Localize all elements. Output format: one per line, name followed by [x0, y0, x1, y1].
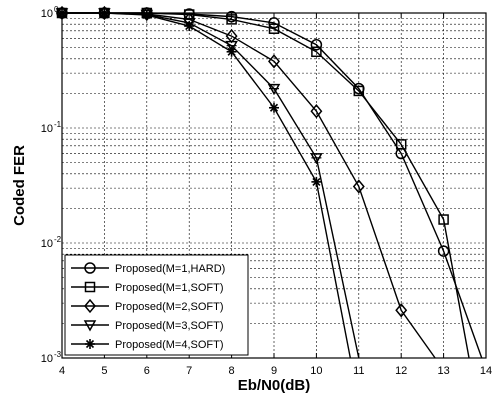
data-point [395, 139, 407, 150]
data-point [437, 245, 450, 257]
legend-entry: Proposed(M=1,SOFT) [71, 281, 224, 294]
data-point [353, 85, 365, 97]
legend-entry: Proposed(M=2,SOFT) [71, 298, 224, 314]
x-tick-label: 14 [480, 365, 492, 377]
x-tick-label: 12 [395, 365, 407, 377]
x-tick-label: 7 [186, 365, 192, 377]
legend-marker-stroke [85, 339, 95, 349]
y-tick-label: 10 [41, 238, 53, 250]
legend-entry: Proposed(M=3,SOFT) [71, 320, 224, 332]
y-tick-exponent: -3 [54, 350, 62, 359]
data-point [184, 21, 195, 32]
x-tick-label: 5 [101, 365, 107, 377]
x-tick-label: 8 [229, 365, 235, 377]
data-point [310, 104, 323, 119]
y-tick-label: 10 [41, 353, 53, 365]
data-point [311, 46, 322, 58]
data-point [57, 8, 67, 18]
legend-label: Proposed(M=3,SOFT) [115, 320, 224, 332]
legend-marker [84, 281, 96, 293]
legend-label: Proposed(M=4,SOFT) [115, 339, 224, 351]
data-point [352, 179, 365, 194]
data-point [268, 54, 280, 69]
data-point-stroke [269, 103, 279, 112]
legend-label: Proposed(M=2,SOFT) [115, 301, 224, 313]
legend-label: Proposed(M=1,SOFT) [115, 282, 224, 294]
x-tick-label: 13 [437, 365, 449, 377]
legend-label: Proposed(M=1,HARD) [115, 263, 225, 275]
data-point [141, 10, 152, 21]
data-point [226, 14, 237, 25]
data-point [268, 17, 280, 29]
x-tick-label: 9 [271, 365, 277, 377]
data-point [310, 38, 323, 51]
data-point-stroke [185, 21, 194, 31]
x-axis-label: Eb/N0(dB) [238, 377, 311, 394]
data-point [226, 46, 237, 57]
y-axis-label: Coded FER [11, 145, 28, 226]
legend-marker [85, 339, 95, 349]
legend-box [64, 254, 249, 356]
y-tick-label: 10 [41, 123, 53, 135]
x-tick-label: 6 [144, 365, 150, 377]
legend-marker [84, 262, 96, 274]
x-tick-label: 11 [353, 365, 364, 377]
data-point [269, 102, 279, 113]
data-point-stroke [100, 8, 109, 18]
data-point-stroke [142, 10, 151, 20]
data-point-stroke [312, 177, 321, 186]
series-5 [57, 8, 352, 359]
legend-marker [84, 298, 96, 314]
legend-entry: Proposed(M=4,SOFT) [71, 339, 224, 351]
data-point [438, 214, 449, 225]
data-point [99, 8, 110, 18]
data-point [311, 176, 322, 187]
series [55, 5, 483, 359]
legend-entry: Proposed(M=1,HARD) [71, 262, 225, 275]
legend: Proposed(M=1,HARD) Proposed(M=1,SOFT) Prop… [64, 254, 249, 356]
y-tick-label: 10 [41, 8, 53, 20]
data-point [395, 303, 408, 318]
data-point [268, 23, 280, 34]
series-line [62, 12, 352, 359]
y-tick-exponent: -2 [54, 235, 62, 244]
data-point-stroke [227, 47, 236, 56]
x-tick-label: 4 [59, 365, 65, 377]
y-tick-exponent: -1 [54, 120, 62, 129]
x-tick-label: 10 [310, 365, 322, 377]
data-point-stroke [57, 8, 67, 18]
